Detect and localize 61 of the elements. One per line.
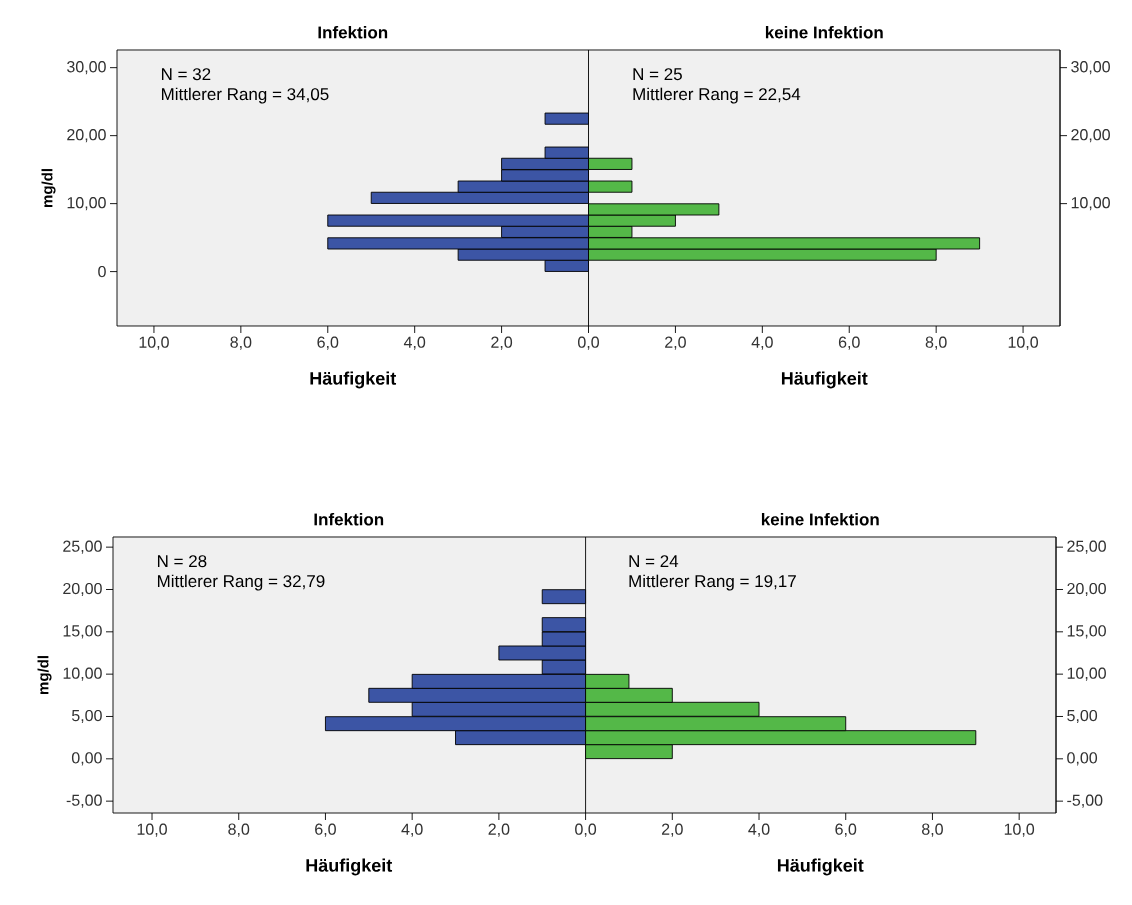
y-tick-label: 20,00 — [63, 582, 102, 597]
annotation: N = 28 — [157, 555, 207, 568]
text: Infektion — [314, 512, 384, 526]
x-tick-label: 0,0 — [578, 336, 599, 350]
y-tick-label: 0 — [98, 265, 106, 278]
x-tick-label: 2,0 — [665, 336, 686, 350]
y-tick-label: 5,00 — [71, 709, 102, 724]
x-tick-label: 0,0 — [575, 823, 597, 837]
text: keine Infektion — [761, 512, 879, 526]
x-tick-label: 4,0 — [401, 823, 423, 837]
annotation: Mittlerer Rang = 22,54 — [633, 87, 801, 104]
annotation: N = 32 — [161, 68, 211, 81]
text: Häufigkeit — [781, 371, 868, 389]
y2-tick-label: 5,00 — [1067, 709, 1098, 724]
y-tick-label: -5,00 — [66, 794, 102, 808]
y2-tick-label: -5,00 — [1067, 794, 1103, 808]
x-tick-label: 6,0 — [835, 823, 857, 837]
x-tick-label: 8,0 — [925, 336, 947, 350]
x-tick-label: 10,0 — [1008, 336, 1039, 350]
x-tick-label: 10,0 — [137, 823, 167, 837]
y-tick-label: 30,00 — [67, 61, 106, 75]
x-tick-label: 2,0 — [488, 823, 510, 837]
y-tick-label: 10,00 — [67, 197, 106, 211]
y2-tick-label: 20,00 — [1071, 129, 1110, 143]
annotation: Mittlerer Rang = 34,05 — [161, 87, 329, 104]
text: keine Infektion — [765, 25, 883, 39]
x-tick-label: 10,0 — [139, 336, 169, 350]
x-tick-label: 8,0 — [230, 336, 252, 350]
x-tick-label: 4,0 — [748, 823, 770, 837]
y-axis-title: mg/dl — [37, 656, 52, 695]
annotation: N = 24 — [629, 555, 679, 568]
annotation: N = 25 — [633, 68, 682, 81]
y-tick-label: 15,00 — [63, 625, 102, 639]
x-axis-title: Häufigkeit — [306, 858, 393, 876]
y2-tick-label: 10,00 — [1067, 667, 1106, 681]
x-axis-title: Häufigkeit — [310, 371, 397, 389]
y-tick-label: 25,00 — [63, 540, 102, 554]
y-tick-label: 0,00 — [71, 752, 102, 766]
y-tick-label: 10,00 — [63, 667, 102, 681]
y-axis-title: mg/dl — [41, 169, 56, 207]
x-tick-label: 4,0 — [403, 336, 426, 350]
y2-tick-label: 30,00 — [1071, 61, 1110, 75]
x-tick-label: 6,0 — [317, 336, 339, 350]
x-tick-label: 6,0 — [315, 823, 336, 837]
y2-tick-label: 15,00 — [1067, 625, 1106, 639]
x-tick-label: 8,0 — [922, 823, 943, 837]
annotation: Mittlerer Rang = 32,79 — [157, 574, 325, 591]
y2-tick-label: 10,00 — [1071, 197, 1110, 211]
x-tick-label: 8,0 — [228, 823, 250, 837]
text: Infektion — [318, 25, 388, 39]
text: Häufigkeit — [777, 858, 864, 876]
annotation: Mittlerer Rang = 19,17 — [629, 574, 796, 591]
y2-tick-label: 0,00 — [1067, 752, 1098, 766]
x-tick-label: 6,0 — [838, 336, 860, 350]
x-tick-label: 2,0 — [491, 336, 513, 350]
x-tick-label: 2,0 — [661, 823, 683, 837]
y-tick-label: 20,00 — [67, 129, 106, 143]
x-tick-label: 10,0 — [1004, 823, 1035, 837]
y2-tick-label: 20,00 — [1067, 582, 1106, 597]
x-tick-label: 4,0 — [751, 336, 773, 350]
y2-tick-label: 25,00 — [1067, 540, 1106, 554]
